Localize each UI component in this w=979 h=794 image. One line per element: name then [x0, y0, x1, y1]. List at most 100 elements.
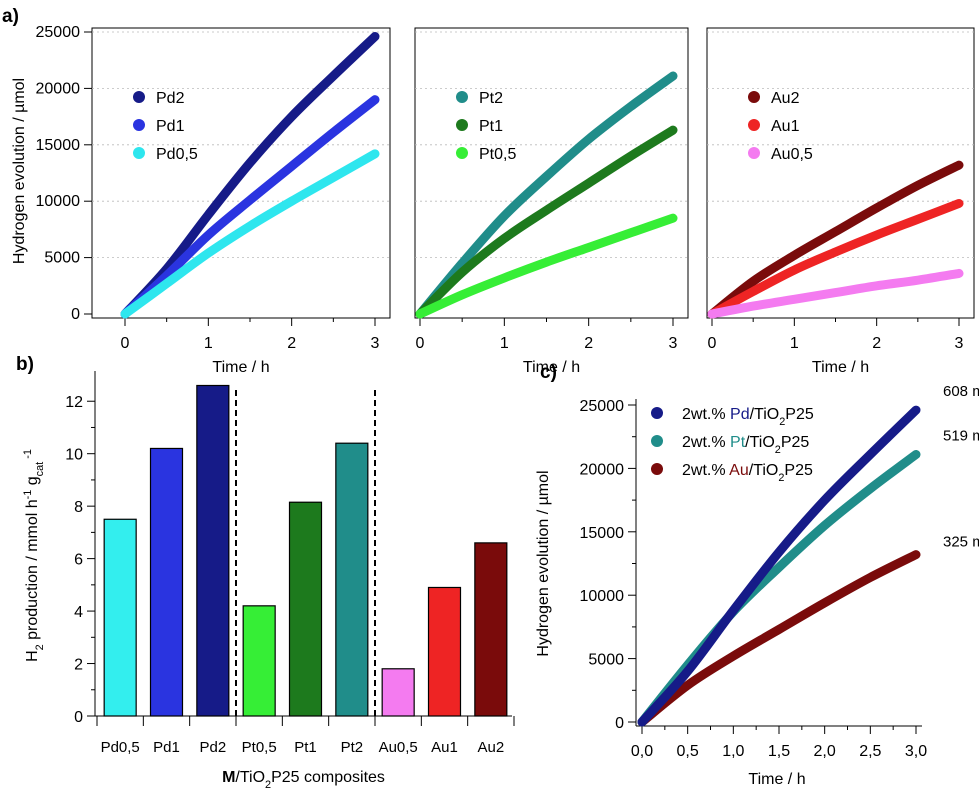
bar-Pd0,5	[103, 518, 137, 717]
x-tick-label-Au2: Au2	[477, 739, 504, 756]
y-tick-label: 10000	[36, 193, 81, 210]
x-tick-label: 1	[500, 335, 509, 352]
series-line-Au2	[707, 160, 964, 319]
plot-frame-a2	[706, 27, 975, 319]
series-line-c-Pd	[637, 405, 921, 727]
legend-marker-Pd2	[133, 91, 145, 103]
bar-Au1	[427, 586, 462, 717]
plot-frame-a0	[91, 27, 391, 319]
legend-marker-Pt2	[456, 91, 468, 103]
legend-label-c-Au: 2wt.% Au/TiO2P25	[682, 462, 813, 484]
x-tick-label: 0,0	[631, 743, 653, 760]
x-tick-label: 2,5	[859, 743, 881, 760]
x-tick-label: 0	[416, 335, 425, 352]
legend-label-Pt0,5: Pt0,5	[479, 146, 516, 163]
y-axis-label-b: H2 production / mmol h-1 gcat -1	[22, 449, 46, 662]
plot-frame-a1	[414, 27, 689, 319]
legend-marker-Pt1	[456, 119, 468, 131]
x-tick-label-Pd2: Pd2	[199, 739, 226, 756]
legend-marker-Pd0,5	[133, 147, 145, 159]
x-tick-label: 2	[872, 335, 881, 352]
x-tick-label: 2	[584, 335, 593, 352]
legend-marker-Au1	[748, 119, 760, 131]
y-tick-label: 12	[65, 394, 83, 411]
y-tick-label: 10	[65, 447, 83, 464]
y-tick-label: 0	[615, 715, 624, 732]
y-tick-label: 2	[74, 657, 83, 674]
legend-label-Pd0,5: Pd0,5	[156, 146, 198, 163]
x-tick-label: 0,5	[677, 743, 699, 760]
x-tick-label: 0	[708, 335, 717, 352]
end-label-Au: 325 mL	[943, 534, 979, 551]
series-line-Au0,5	[707, 268, 964, 319]
legend-label-Au0,5: Au0,5	[771, 146, 813, 163]
series-line-c-Au	[637, 550, 921, 727]
series-line-Pd2	[120, 32, 380, 319]
legend-label-Au1: Au1	[771, 118, 800, 135]
y-tick-label: 15000	[36, 137, 81, 154]
x-tick-label: 1,5	[768, 743, 790, 760]
bar-Au2	[474, 542, 508, 717]
y-axis-label: Hydrogen evolution / µmol	[11, 78, 28, 264]
series-line-Pt1	[415, 125, 678, 319]
x-axis-label-b: M/TiO2P25 composites	[222, 769, 385, 791]
legend-label-Au2: Au2	[771, 90, 800, 107]
bar-Pt1	[288, 501, 323, 717]
legend-label-Pd1: Pd1	[156, 118, 185, 135]
series-line-Pd0,5	[120, 149, 380, 319]
legend-marker-Au2	[748, 91, 760, 103]
panel-label-b: b)	[16, 354, 34, 375]
x-tick-label-Pd1: Pd1	[153, 739, 180, 756]
x-tick-label: 1	[790, 335, 799, 352]
y-tick-label: 10000	[580, 588, 625, 605]
legend-label-c-Pd: 2wt.% Pd/TiO2P25	[682, 406, 814, 428]
x-tick-label: 3	[955, 335, 964, 352]
series-line-Pd1	[120, 95, 380, 319]
y-axis-label-c: Hydrogen evolution / µmol	[535, 470, 552, 656]
bar-Pt0,5	[242, 605, 276, 717]
x-tick-label-Pd0,5: Pd0,5	[101, 739, 140, 756]
bar-Au0,5	[381, 668, 415, 717]
x-tick-label: 0	[121, 335, 130, 352]
y-tick-label: 25000	[580, 398, 625, 415]
end-label-Pd: 608 mL	[943, 383, 979, 400]
series-line-Pt2	[415, 71, 678, 319]
legend-marker-c-Au	[651, 463, 663, 475]
x-axis-label: Time / h	[523, 359, 580, 376]
y-tick-label: 0	[71, 306, 80, 323]
y-tick-label: 0	[74, 709, 83, 726]
y-tick-label: 25000	[36, 24, 81, 41]
x-axis-label: Time / h	[812, 359, 869, 376]
y-tick-label: 8	[74, 499, 83, 516]
x-axis-label: Time / h	[212, 359, 269, 376]
legend-label-c-Pt: 2wt.% Pt/TiO2P25	[682, 434, 809, 456]
x-tick-label-Pt1: Pt1	[294, 739, 317, 756]
x-tick-label: 3,0	[905, 743, 927, 760]
x-tick-label: 1	[204, 335, 213, 352]
bar-Pd2	[196, 384, 230, 717]
x-axis-label-c: Time / h	[748, 771, 805, 788]
bar-Pd1	[149, 447, 184, 717]
y-tick-label: 15000	[580, 525, 625, 542]
y-tick-label: 20000	[36, 80, 81, 97]
y-tick-label: 5000	[44, 250, 80, 267]
x-tick-label-Au0,5: Au0,5	[379, 739, 418, 756]
legend-marker-Au0,5	[748, 147, 760, 159]
y-tick-label: 6	[74, 552, 83, 569]
legend-label-Pd2: Pd2	[156, 90, 185, 107]
bar-Pt2	[335, 442, 369, 717]
legend-label-Pt2: Pt2	[479, 90, 503, 107]
x-tick-label: 1,0	[722, 743, 744, 760]
x-tick-label: 3	[371, 335, 380, 352]
legend-marker-Pt0,5	[456, 147, 468, 159]
series-line-Pt0,5	[415, 213, 678, 319]
y-tick-label: 5000	[588, 652, 624, 669]
x-tick-label-Au1: Au1	[431, 739, 458, 756]
x-tick-label: 3	[669, 335, 678, 352]
panel-label-c: c)	[540, 362, 557, 383]
panel-label-a: a)	[2, 6, 19, 27]
x-tick-label: 2	[287, 335, 296, 352]
x-tick-label-Pt2: Pt2	[341, 739, 364, 756]
